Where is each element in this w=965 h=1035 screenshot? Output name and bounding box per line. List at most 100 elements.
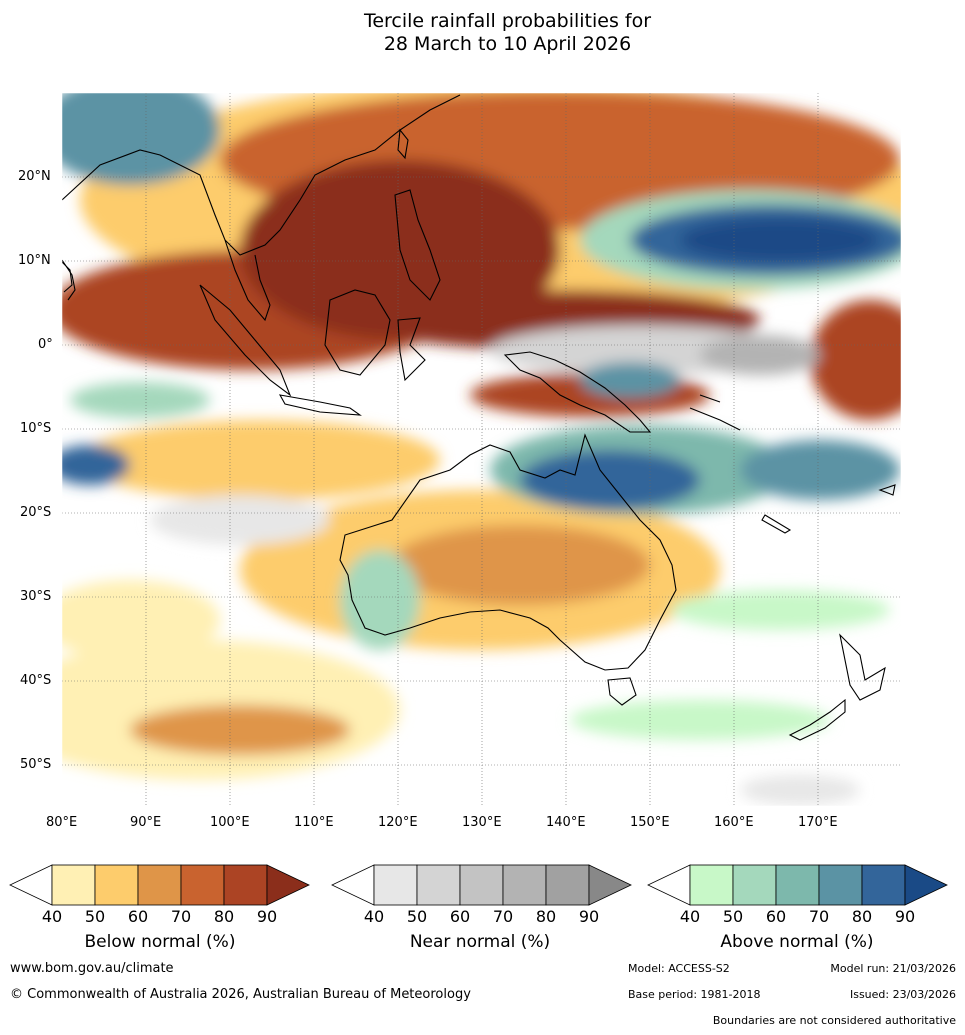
near-zone-south: [740, 775, 860, 805]
lat-label-0: 0°: [38, 337, 53, 352]
copyright-text: © Commonwealth of Australia 2026, Austra…: [10, 987, 471, 1002]
lon-label-140e: 140°E: [546, 815, 586, 830]
above-bar-high-extension: [904, 864, 948, 906]
above-bar-segment: [818, 864, 863, 906]
near-bar-tick-label: 80: [536, 907, 556, 926]
below-zone-sw: [62, 580, 220, 660]
tasmania-outline: [607, 677, 637, 706]
below-bar-tick-label: 80: [214, 907, 234, 926]
probability-field: [62, 93, 901, 805]
sri-lanka-outline: [62, 261, 73, 293]
above-colour-bar: 40 50 60 70 80 90: [647, 864, 948, 926]
lon-label-110e: 110°E: [294, 815, 334, 830]
lon-label-100e: 100°E: [210, 815, 250, 830]
near-bar-tick-label: 70: [493, 907, 513, 926]
sulawesi-outline: [397, 317, 426, 382]
near-bar-low-extension: [331, 864, 375, 906]
near-normal-title: Near normal (%): [409, 932, 551, 952]
lon-label-150e: 150°E: [630, 815, 670, 830]
above-zone-tasman: [670, 590, 890, 630]
below-normal-title: Below normal (%): [84, 932, 236, 952]
sumatra-outline: [199, 284, 292, 397]
near-bar-segment: [545, 864, 590, 906]
lat-label-10n: 10°N: [18, 253, 51, 268]
below-colour-bar: 40 50 60 70 80 90: [9, 864, 310, 926]
above-bar-tick-label: 60: [766, 907, 786, 926]
below-bar-segment: [51, 864, 96, 906]
solomon-islands: [689, 394, 741, 431]
new-zealand-north: [839, 633, 886, 701]
australia-outline: [339, 433, 677, 671]
malay-peninsula-outline: [224, 239, 271, 322]
map-frame: [61, 92, 902, 807]
above-zone-indian: [62, 445, 130, 485]
above-zone-south: [570, 700, 830, 740]
java-outline: [278, 394, 362, 416]
rainfall-probability-map: [61, 92, 902, 807]
near-bar-tick-label: 40: [364, 907, 384, 926]
above-zone-nw: [62, 93, 220, 185]
below-zone-indian: [80, 420, 440, 500]
near-bar-tick-label: 90: [579, 907, 599, 926]
above-zone-east-coral: [740, 440, 900, 500]
near-bar-segment: [502, 864, 547, 906]
above-zone-coral-sea-core: [520, 450, 700, 510]
above-bar-tick-label: 50: [723, 907, 743, 926]
lon-label-80e: 80°E: [46, 815, 78, 830]
website-text: www.bom.gov.au/climate: [10, 961, 174, 976]
fiji-outline: [878, 484, 896, 496]
below-bar-tick-label: 60: [128, 907, 148, 926]
lon-label-160e: 160°E: [714, 815, 754, 830]
lon-label-90e: 90°E: [130, 815, 162, 830]
new-guinea-outline: [503, 351, 652, 433]
near-bar-segment: [416, 864, 461, 906]
above-normal-title: Above normal (%): [720, 932, 874, 952]
above-bar-segment: [689, 864, 734, 906]
below-bar-low-extension: [9, 864, 53, 906]
below-bar-tick-label: 50: [85, 907, 105, 926]
above-zone-wa: [340, 550, 420, 650]
near-bar-tick-label: 60: [450, 907, 470, 926]
lat-label-30s: 30°S: [20, 589, 52, 604]
lat-label-10s: 10°S: [20, 421, 52, 436]
below-zone-east: [810, 300, 901, 420]
coastlines: [62, 94, 896, 741]
above-bar-segment: [775, 864, 820, 906]
lat-label-50s: 50°S: [20, 757, 52, 772]
below-zone-southern-core: [130, 705, 350, 755]
title-line-1: Tercile rainfall probabilities for: [363, 10, 652, 32]
above-bar-tick-label: 80: [852, 907, 872, 926]
below-bar-tick-label: 70: [171, 907, 191, 926]
near-colour-bar: 40 50 60 70 80 90: [331, 864, 632, 926]
new-zealand-south: [788, 698, 846, 741]
below-bar-tick-label: 90: [257, 907, 277, 926]
near-zone-east: [700, 335, 820, 375]
lat-label-20n: 20°N: [18, 169, 51, 184]
near-zone-indian: [150, 495, 330, 545]
below-bar-segment: [223, 864, 268, 906]
below-bar-segment: [180, 864, 225, 906]
base-period-text: Base period: 1981-2018: [628, 988, 761, 1001]
colour-bars: 40 50 60 70 80 90 40 50 60 70 80 90 40 50 60 70 80 90: [9, 864, 948, 926]
new-caledonia-outline: [761, 514, 792, 534]
asia-mainland-outline: [62, 94, 461, 256]
philippines-outline: [394, 189, 441, 301]
above-bar-segment: [861, 864, 906, 906]
lon-label-130e: 130°E: [462, 815, 502, 830]
borneo-outline: [324, 289, 391, 376]
model-text: Model: ACCESS-S2: [628, 962, 730, 975]
above-bar-tick-label: 40: [680, 907, 700, 926]
above-zone-png: [580, 362, 680, 398]
disclaimer-text: Boundaries are not considered authoritat…: [712, 1014, 956, 1027]
lat-label-20s: 20°S: [20, 505, 52, 520]
taiwan-outline: [397, 128, 409, 160]
above-bar-tick-label: 90: [895, 907, 915, 926]
below-zone-australia-core: [390, 525, 650, 605]
below-bar-tick-label: 40: [42, 907, 62, 926]
above-bar-segment: [732, 864, 777, 906]
below-bar-segment: [94, 864, 139, 906]
above-zone-indian-2: [70, 382, 210, 418]
above-bar-tick-label: 70: [809, 907, 829, 926]
near-bar-segment: [459, 864, 504, 906]
model-run-text: Model run: 21/03/2026: [830, 962, 956, 975]
